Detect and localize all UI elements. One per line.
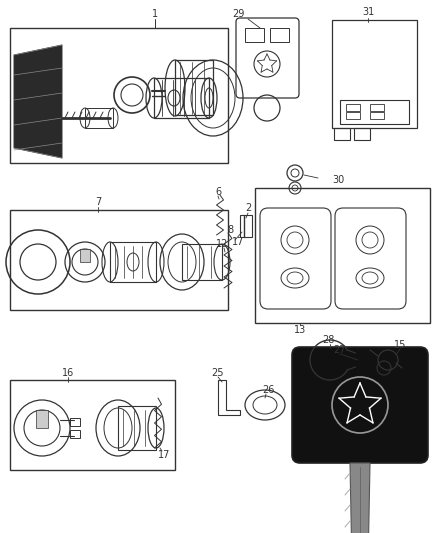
Bar <box>370 112 384 119</box>
Circle shape <box>332 377 388 433</box>
Bar <box>332 20 417 128</box>
Bar <box>10 28 228 163</box>
Bar <box>175 60 213 115</box>
Text: 26: 26 <box>262 385 274 395</box>
Text: 17: 17 <box>232 237 244 247</box>
Text: 6: 6 <box>215 187 221 197</box>
Bar <box>346 112 360 119</box>
Bar <box>70 418 80 426</box>
Text: 27: 27 <box>334 345 346 355</box>
Bar <box>354 128 370 140</box>
Bar <box>118 406 156 450</box>
Text: 12: 12 <box>216 239 228 249</box>
Text: 17: 17 <box>158 450 170 460</box>
Polygon shape <box>14 45 62 158</box>
Bar <box>10 210 228 310</box>
Text: 7: 7 <box>95 197 101 207</box>
Bar <box>340 100 409 124</box>
Text: 1: 1 <box>152 9 158 19</box>
Bar <box>270 28 289 42</box>
Bar <box>346 104 360 111</box>
Text: 30: 30 <box>332 175 344 185</box>
Bar <box>80 249 90 262</box>
Bar <box>370 104 384 111</box>
Text: 31: 31 <box>362 7 374 17</box>
Bar <box>255 188 430 323</box>
Text: 13: 13 <box>294 325 306 335</box>
Bar <box>240 215 252 237</box>
Bar <box>10 380 175 470</box>
Bar <box>334 128 350 140</box>
Text: 15: 15 <box>394 340 406 350</box>
Text: 8: 8 <box>227 225 233 235</box>
Bar <box>154 78 209 118</box>
Polygon shape <box>350 463 370 533</box>
Text: 25: 25 <box>212 368 224 378</box>
Bar <box>110 242 156 282</box>
Bar <box>85 108 113 128</box>
Text: 28: 28 <box>322 335 334 345</box>
Bar <box>245 28 264 42</box>
Bar <box>36 410 48 428</box>
Text: 2: 2 <box>245 203 251 213</box>
Text: 16: 16 <box>62 368 74 378</box>
Text: 29: 29 <box>232 9 244 19</box>
Bar <box>70 430 80 438</box>
Bar <box>182 244 222 280</box>
FancyBboxPatch shape <box>292 347 428 463</box>
